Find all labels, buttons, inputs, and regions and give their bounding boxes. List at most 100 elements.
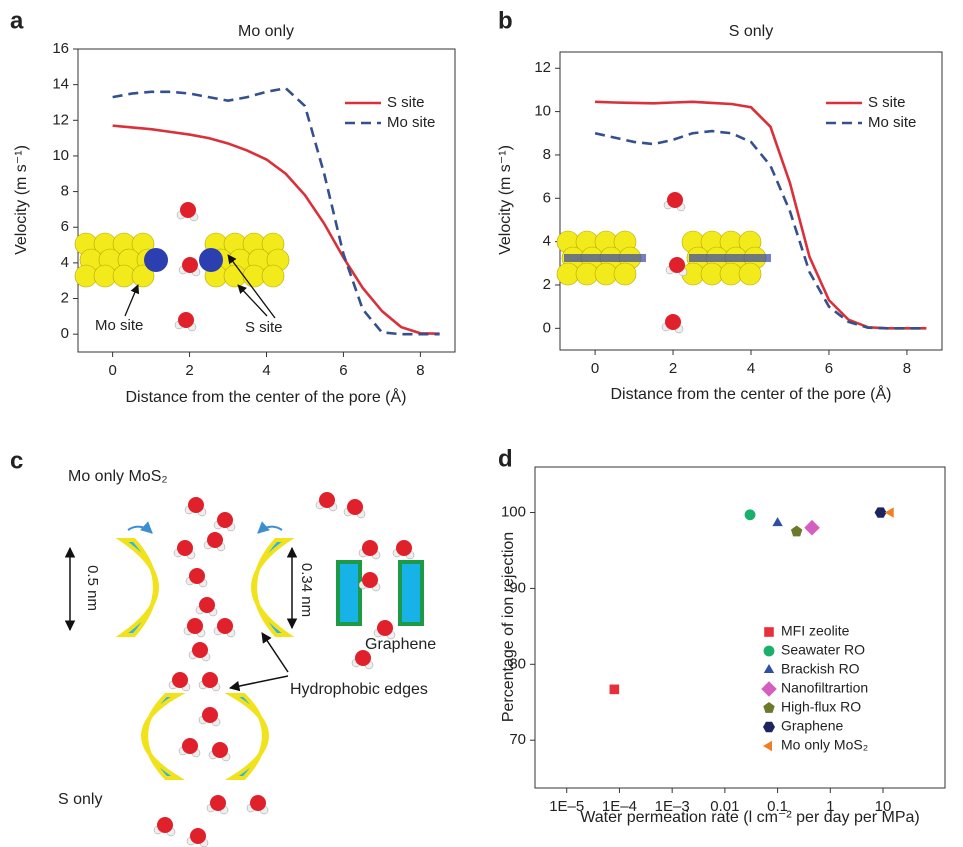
oxygen <box>172 672 188 688</box>
y-tick-label: 10 <box>534 103 551 120</box>
y-tick-label: 4 <box>543 233 551 250</box>
oxygen <box>665 314 681 330</box>
legend-label: S site <box>868 94 906 111</box>
graphene-sheet <box>336 560 362 626</box>
oxygen <box>217 512 233 528</box>
pore-edge <box>224 693 269 780</box>
legend-label: Graphene <box>781 718 843 734</box>
oxygen <box>210 795 226 811</box>
y-tick-label: 6 <box>543 189 551 206</box>
chart-title: S only <box>729 23 773 40</box>
edges-label: Hydrophobic edges <box>290 681 428 698</box>
data-line <box>112 86 440 336</box>
x-tick-label: 1E–4 <box>602 798 637 815</box>
legend-label: Mo site <box>868 114 916 131</box>
oxygen <box>202 707 218 723</box>
pore-edge <box>115 538 159 637</box>
pointer <box>228 675 289 692</box>
x-tick-label: 0 <box>108 362 116 379</box>
oxygen <box>217 618 233 634</box>
oxygen <box>192 642 208 658</box>
oxygen <box>347 499 363 515</box>
legend-label: MFI zeolite <box>781 623 850 639</box>
oxygen <box>157 817 173 833</box>
sulfur-atom <box>112 264 136 288</box>
pore-edge <box>141 693 186 780</box>
oxygen <box>182 738 198 754</box>
oxygen <box>667 192 683 208</box>
panel-c: c Mo only MoS₂ 0.5 nm 0.34 nm Graphene H… <box>10 447 436 847</box>
legend-marker <box>763 721 775 733</box>
oxygen <box>396 540 412 556</box>
y-tick-label: 10 <box>52 147 69 164</box>
x-tick-label: 8 <box>416 362 424 379</box>
oxygen <box>355 650 371 666</box>
water-molecules <box>153 492 415 847</box>
annotation-arrow <box>124 284 140 317</box>
chart-title: Mo only <box>238 23 294 40</box>
legend-label: Mo site <box>387 114 435 131</box>
oxygen <box>202 672 218 688</box>
y-tick-label: 6 <box>61 218 69 235</box>
molybdenum-layer <box>564 254 646 262</box>
sulfur-atom <box>261 264 285 288</box>
x-axis-label: Water permeation rate (l cm⁻² per day pe… <box>580 809 920 826</box>
sulfur-atom <box>74 264 98 288</box>
x-axis-label: Distance from the center of the pore (Å) <box>610 384 891 403</box>
oxygen <box>188 497 204 513</box>
y-tick-label: 2 <box>61 289 69 306</box>
sulfur-atom <box>223 264 247 288</box>
sulfur-atom <box>131 264 155 288</box>
oxygen <box>180 202 196 218</box>
graphene-label: Graphene <box>365 636 436 653</box>
x-tick-label: 10 <box>875 798 892 815</box>
legend-marker <box>764 627 774 637</box>
y-axis-label: Percentage of ion rejection <box>500 532 517 722</box>
oxygen <box>362 572 378 588</box>
pore-width-label: 0.5 nm <box>84 565 101 611</box>
graphene-sheet <box>398 560 424 626</box>
sulfur-atom <box>613 262 637 286</box>
y-tick-label: 0 <box>61 325 69 342</box>
data-line <box>112 124 440 335</box>
bottom-label: S only <box>58 791 102 808</box>
x-tick-label: 1E–5 <box>549 798 584 815</box>
oxygen <box>377 620 393 636</box>
data-point <box>609 684 620 695</box>
legend-label: High-flux RO <box>781 699 861 715</box>
y-tick-label: 80 <box>509 655 526 672</box>
annotation-arrow <box>227 254 276 319</box>
y-axis-label: Velocity (m s⁻¹) <box>497 145 514 255</box>
data-point <box>804 519 820 536</box>
plot-frame <box>534 466 946 789</box>
pointer <box>261 632 289 673</box>
y-tick-label: 12 <box>52 111 69 128</box>
x-tick-label: 0.01 <box>710 798 739 815</box>
x-tick-label: 1 <box>826 798 834 815</box>
x-axis-label: Distance from the center of the pore (Å) <box>125 387 406 406</box>
y-tick-label: 8 <box>61 183 69 200</box>
x-tick-label: 0 <box>591 360 599 377</box>
oxygen <box>178 312 194 328</box>
oxygen <box>669 257 685 273</box>
flow-arrow <box>257 521 283 534</box>
x-tick-label: 4 <box>747 360 755 377</box>
oxygen <box>362 540 378 556</box>
oxygen <box>190 828 206 844</box>
panel-label: a <box>10 7 24 34</box>
oxygen <box>207 532 223 548</box>
y-axis-label: Velocity (m s⁻¹) <box>13 145 30 255</box>
oxygen <box>212 742 228 758</box>
data-point <box>874 507 887 518</box>
sulfur-atom <box>738 262 762 286</box>
y-tick-label: 4 <box>61 254 69 271</box>
oxygen <box>319 492 335 508</box>
x-tick-label: 6 <box>339 362 347 379</box>
flow-arrow <box>127 521 153 534</box>
legend-label: S site <box>387 94 425 111</box>
annotation: S site <box>245 319 283 336</box>
sulfur-atom <box>93 264 117 288</box>
y-tick-label: 2 <box>543 276 551 293</box>
y-tick-label: 100 <box>501 504 526 521</box>
